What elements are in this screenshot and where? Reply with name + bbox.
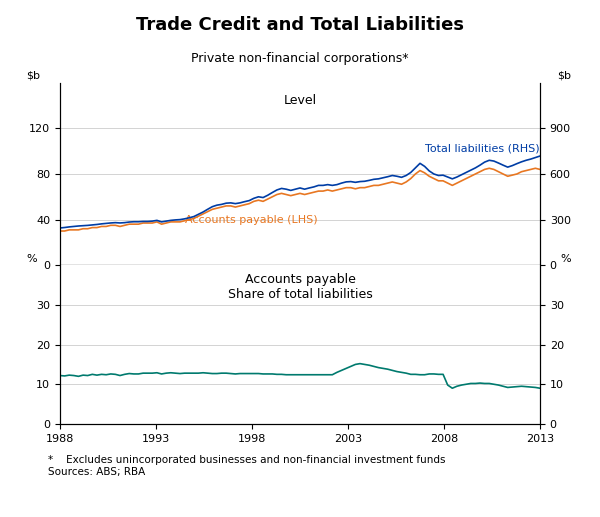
Text: $b: $b — [26, 71, 40, 81]
Text: %: % — [560, 254, 571, 264]
Text: $b: $b — [557, 71, 571, 81]
Text: Trade Credit and Total Liabilities: Trade Credit and Total Liabilities — [136, 16, 464, 34]
Text: *    Excludes unincorporated businesses and non-financial investment funds
Sourc: * Excludes unincorporated businesses and… — [48, 455, 445, 477]
Text: %: % — [26, 254, 37, 264]
Text: Accounts payable (LHS): Accounts payable (LHS) — [185, 215, 317, 225]
Text: Private non-financial corporations*: Private non-financial corporations* — [191, 52, 409, 65]
Text: Level: Level — [283, 94, 317, 107]
Text: Total liabilities (RHS): Total liabilities (RHS) — [425, 143, 539, 153]
Text: Accounts payable
Share of total liabilities: Accounts payable Share of total liabilit… — [227, 273, 373, 301]
